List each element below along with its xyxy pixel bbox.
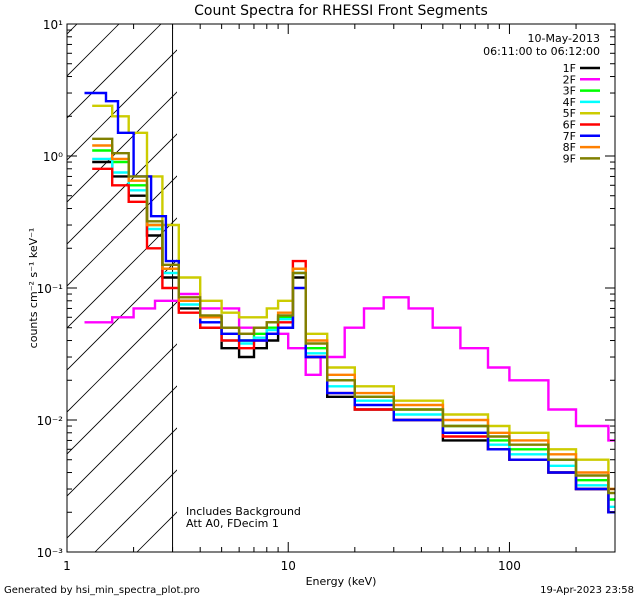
legend-label-7F: 7F (563, 130, 576, 143)
hatch-line (67, 385, 177, 497)
hatch-line (67, 49, 177, 161)
series-group (84, 91, 615, 514)
series-line-9F (92, 137, 615, 495)
y-tick-label: 10⁻³ (37, 546, 64, 560)
date-label: 10-May-2013 (528, 32, 600, 45)
legend-label-2F: 2F (563, 73, 576, 86)
footer-generated-by: Generated by hsi_min_spectra_plot.pro (4, 585, 200, 596)
hatch-line (67, 259, 177, 371)
y-axis-label: counts cm⁻² s⁻¹ keV⁻¹ (27, 228, 40, 349)
hatch-line (67, 217, 177, 329)
x-axis-label: Energy (keV) (306, 575, 377, 588)
hatch-line (67, 91, 177, 203)
legend-label-5F: 5F (563, 107, 576, 120)
x-tick-label: 1 (63, 559, 71, 573)
background-hatch-region (67, 24, 177, 552)
y-tick-label: 10⁻¹ (37, 282, 64, 296)
y-tick-label: 10⁰ (43, 150, 63, 164)
y-tick-label: 10¹ (43, 18, 63, 32)
footer-timestamp: 19-Apr-2023 23:58 (540, 585, 634, 596)
legend-label-8F: 8F (563, 141, 576, 154)
x-tick-label: 100 (498, 559, 521, 573)
axis-ticks: 1 10 100 10¹ 10⁰ 10⁻¹ 10⁻² 10⁻³ (37, 18, 616, 573)
time-range-label: 06:11:00 to 06:12:00 (483, 45, 600, 58)
annotation-background: Includes Background (186, 505, 301, 518)
annotation-attenuator: Att A0, FDecim 1 (186, 517, 279, 530)
y-tick-label: 10⁻² (37, 414, 64, 428)
legend-label-3F: 3F (563, 85, 576, 98)
hatch-line (67, 24, 162, 119)
legend-label-1F: 1F (563, 62, 576, 75)
x-tick-label: 10 (281, 559, 296, 573)
legend-label-9F: 9F (563, 152, 576, 165)
hatch-line (67, 427, 177, 539)
series-line-7F (84, 91, 615, 514)
legend-label-4F: 4F (563, 96, 576, 109)
chart-title: Count Spectra for RHESSI Front Segments (194, 3, 488, 19)
legend-label-6F: 6F (563, 119, 576, 132)
